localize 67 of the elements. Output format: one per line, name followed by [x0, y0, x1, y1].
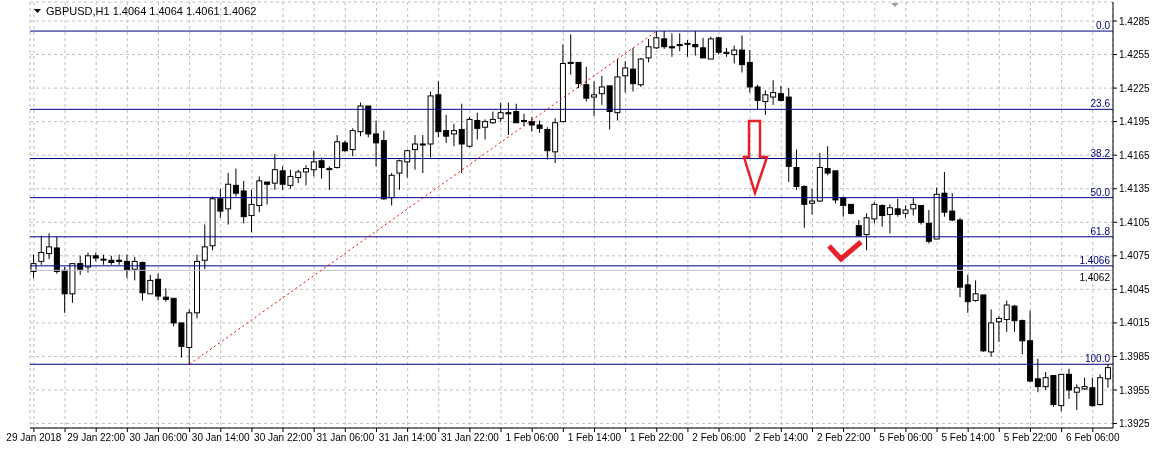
y-tick-label: 1.4075 — [1119, 250, 1151, 262]
x-tick-label: 2 Feb 14:00 — [754, 432, 809, 444]
candlestick — [489, 111, 496, 125]
candlestick — [201, 224, 208, 270]
annotation: 100.0 — [1084, 353, 1111, 365]
candlestick — [995, 315, 1002, 343]
candlestick — [264, 181, 271, 205]
y-tick-label: 1.4165 — [1119, 149, 1151, 161]
annotation: 1.4066 — [1079, 254, 1111, 266]
y-tick-label: 1.4285 — [1119, 15, 1151, 27]
candlestick — [373, 120, 380, 167]
x-tick-label: 5 Feb 14:00 — [941, 432, 996, 444]
candlestick — [38, 235, 45, 266]
candlestick — [1066, 368, 1073, 400]
candlestick — [777, 85, 784, 103]
annotation: 38.2 — [1090, 147, 1111, 159]
y-tick-label: 1.4015 — [1119, 317, 1151, 329]
candlestick — [886, 203, 893, 234]
x-tick-label: 29 Jan 2018 — [6, 432, 62, 444]
candlestick — [521, 113, 527, 127]
y-tick-label: 1.4225 — [1119, 82, 1151, 94]
x-tick-label: 5 Feb 22:00 — [1003, 432, 1058, 444]
candlestick — [232, 168, 239, 198]
candlestick — [668, 32, 675, 58]
candlestick — [700, 37, 707, 59]
candlestick — [46, 232, 53, 260]
candlestick — [630, 47, 636, 92]
annotation: 50.0 — [1090, 186, 1111, 198]
candlestick — [809, 188, 816, 215]
candlestick — [450, 123, 457, 147]
chart-title: GBPUSD,H1 1.4064 1.4064 1.4061 1.4062 — [46, 5, 257, 17]
candlestick — [303, 164, 309, 186]
annotation: 23.6 — [1090, 98, 1111, 110]
candlestick — [622, 60, 629, 94]
annotation: 0.0 — [1096, 20, 1111, 32]
x-tick-label: 1 Feb 22:00 — [630, 432, 684, 444]
annotation: 61.8 — [1090, 225, 1111, 237]
x-tick-label: 30 Jan 22:00 — [254, 432, 313, 444]
x-tick-label: 30 Jan 14:00 — [191, 432, 251, 444]
x-tick-label: 29 Jan 22:00 — [67, 432, 126, 444]
y-tick-label: 1.4105 — [1119, 216, 1151, 228]
x-tick-label: 31 Jan 06:00 — [316, 432, 375, 444]
y-tick-label: 1.4255 — [1119, 49, 1151, 61]
x-tick-label: 2 Feb 06:00 — [692, 432, 747, 444]
candlestick — [155, 273, 162, 302]
candlestick — [326, 165, 333, 191]
candlestick — [482, 118, 489, 141]
x-tick-label: 2 Feb 22:00 — [816, 432, 871, 444]
y-tick-label: 1.3985 — [1119, 350, 1151, 362]
x-tick-label: 6 Feb 06:00 — [1066, 432, 1120, 444]
candlestick — [918, 205, 925, 225]
annotation: 1.4062 — [1079, 272, 1111, 284]
x-tick-label: 1 Feb 06:00 — [505, 432, 560, 444]
y-tick-label: 1.3925 — [1119, 418, 1151, 430]
candlestick — [739, 35, 746, 73]
x-tick-label: 30 Jan 06:00 — [129, 432, 188, 444]
candlestick — [591, 80, 598, 117]
x-tick-label: 1 Feb 14:00 — [567, 432, 622, 444]
y-tick-label: 1.4135 — [1119, 183, 1151, 195]
x-tick-label: 31 Jan 22:00 — [440, 432, 500, 444]
x-tick-label: 31 Jan 14:00 — [378, 432, 437, 444]
x-tick-label: 5 Feb 06:00 — [879, 432, 934, 444]
y-tick-label: 1.3955 — [1119, 384, 1151, 396]
candlestick — [583, 66, 590, 103]
y-tick-label: 1.4195 — [1119, 116, 1151, 128]
candlestick — [412, 134, 418, 171]
y-tick-label: 1.4045 — [1119, 283, 1151, 295]
